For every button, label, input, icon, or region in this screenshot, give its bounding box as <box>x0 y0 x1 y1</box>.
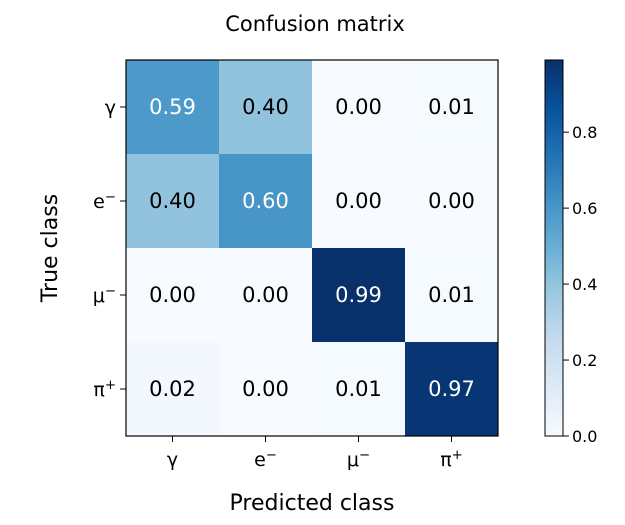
cell-value-label: 0.01 <box>428 95 475 119</box>
heatmap-cell <box>312 60 406 155</box>
heatmap-cell <box>405 60 499 155</box>
colorbar <box>544 59 564 437</box>
heatmap-cell <box>312 342 406 437</box>
heatmap-cell <box>405 248 499 343</box>
x-tick-label: μ− <box>347 448 370 472</box>
cell-value-label: 0.40 <box>242 95 289 119</box>
colorbar-tick-label: 0.0 <box>572 427 597 446</box>
plot-frame <box>125 59 499 437</box>
heatmap-cell <box>219 342 313 437</box>
cell-value-label: 0.00 <box>242 377 289 401</box>
cell-value-label: 0.59 <box>149 95 196 119</box>
heatmap-cells: 0.59 0.40 0.00 0.01 0.40 0.60 0.00 0.00 0.00 0.00… <box>126 60 499 437</box>
colorbar-tick-label: 0.6 <box>572 199 597 218</box>
heatmap-cell <box>312 248 406 343</box>
colorbar-tick-label: 0.2 <box>572 351 597 370</box>
cell-value-label: 0.01 <box>335 377 382 401</box>
y-axis-label: True class <box>38 194 63 303</box>
heatmap-cell <box>219 248 313 343</box>
cell-value-label: 0.00 <box>242 283 289 307</box>
x-tick-label: π+ <box>440 448 463 472</box>
chart-title: Confusion matrix <box>225 12 405 36</box>
heatmap-cell <box>126 342 220 437</box>
cell-value-label: 0.02 <box>149 377 196 401</box>
cell-value-label: 0.97 <box>428 377 475 401</box>
cell-value-label: 0.60 <box>242 189 289 213</box>
y-tick-label: μ− <box>93 284 116 308</box>
x-tick-label: e− <box>254 448 277 472</box>
heatmap-cell <box>126 60 220 155</box>
cell-value-label: 0.00 <box>335 189 382 213</box>
heatmap-cell <box>312 154 406 249</box>
heatmap-cell <box>126 154 220 249</box>
heatmap-cell <box>405 342 499 437</box>
x-tick-label: γ <box>167 449 178 471</box>
colorbar-axis: 0.0 0.2 0.4 0.6 0.8 <box>563 123 597 446</box>
y-tick-label: γ <box>105 97 116 119</box>
y-tick-label: e− <box>93 190 116 214</box>
cell-value-label: 0.00 <box>149 283 196 307</box>
x-axis: γ e− μ− π+ <box>167 436 463 471</box>
y-axis: γ e− μ− π+ <box>93 97 126 401</box>
heatmap-cell <box>405 154 499 249</box>
colorbar-tick-label: 0.8 <box>572 123 597 142</box>
cell-value-label: 0.01 <box>428 283 475 307</box>
colorbar-tick-label: 0.4 <box>572 275 597 294</box>
cell-value-label: 0.00 <box>335 95 382 119</box>
cell-value-label: 0.99 <box>335 283 382 307</box>
y-tick-label: π+ <box>93 378 116 402</box>
heatmap-cell <box>126 248 220 343</box>
heatmap-cell <box>219 60 313 155</box>
cell-value-label: 0.40 <box>149 189 196 213</box>
x-axis-label: Predicted class <box>230 491 395 516</box>
cell-value-label: 0.00 <box>428 189 475 213</box>
heatmap-cell <box>219 154 313 249</box>
